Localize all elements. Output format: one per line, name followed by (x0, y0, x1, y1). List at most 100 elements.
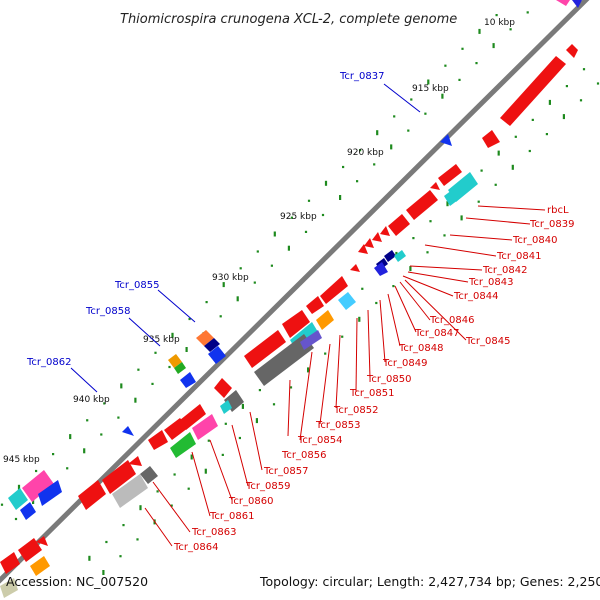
gene-arrow (112, 474, 148, 508)
tick-mark (475, 62, 478, 65)
gene-arrow (36, 536, 48, 546)
tick-mark (102, 570, 105, 575)
gene-label-tcr-0854: Tcr_0854 (297, 435, 342, 446)
leader-line-tcr-0860 (209, 439, 233, 501)
genes-reverse-strand (0, 164, 478, 598)
tick-mark (32, 499, 35, 504)
tick-mark (461, 47, 464, 50)
gene-arrow (556, 0, 570, 6)
kbp-label: 915 kbp (412, 84, 449, 94)
tick-mark (444, 64, 447, 67)
gene-arrow (180, 404, 206, 430)
tick-mark (256, 250, 259, 253)
gene-arrow (300, 330, 322, 350)
tick-mark (52, 453, 55, 456)
leader-line-tcr-0837 (383, 83, 421, 113)
tick-mark (407, 129, 410, 132)
tick-mark (88, 555, 91, 561)
tick-mark (324, 352, 327, 355)
gene-label-tcr-0860: Tcr_0860 (228, 496, 273, 507)
gene-arrow (208, 346, 226, 364)
gene-arrow (254, 334, 314, 386)
tick-mark (86, 419, 89, 422)
gene-label-tcr-0848: Tcr_0848 (398, 343, 443, 354)
tick-mark (446, 201, 449, 207)
tick-mark (562, 114, 565, 120)
tick-mark (393, 115, 396, 118)
tick-mark (221, 453, 224, 456)
gene-label-tcr-0839: Tcr_0839 (529, 219, 574, 230)
accession-text: Accession: NC_007520 (6, 574, 148, 589)
tick-mark (170, 504, 173, 507)
tick-mark (253, 281, 256, 284)
tick-mark (236, 296, 239, 302)
gene-arrow (338, 292, 356, 310)
tick-mark (427, 79, 430, 85)
tick-mark (531, 118, 534, 121)
tick-mark (289, 386, 293, 389)
gene-arrow (500, 56, 566, 126)
tick-mark (204, 468, 207, 474)
leader-line-tcr-0848 (387, 293, 401, 347)
tick-mark (17, 484, 21, 490)
gene-label-tcr-0845: Tcr_0845 (465, 336, 510, 347)
tick-mark (528, 149, 531, 153)
tick-mark (443, 234, 446, 237)
tick-mark (494, 183, 497, 186)
tick-mark (119, 555, 122, 558)
gene-arrow (122, 426, 134, 436)
leader-line-tcr-0856 (287, 379, 291, 437)
tick-mark (321, 213, 325, 217)
leader-line-tcr-0847 (394, 285, 417, 333)
gene-arrow (406, 190, 438, 220)
gene-arrow (168, 354, 182, 368)
tick-mark (105, 540, 108, 544)
tick-mark (358, 316, 361, 322)
gene-arrow (364, 238, 374, 248)
tick-mark (122, 524, 125, 527)
kbp-labels: 10 kbp 915 kbp 920 kbp 925 kbp 930 kbp 9… (3, 18, 515, 465)
kbp-label: 945 kbp (3, 455, 40, 465)
tick-mark (241, 403, 244, 409)
gene-label-tcr-0855: Tcr_0855 (114, 280, 159, 291)
gene-arrow (316, 310, 334, 330)
gene-label-tcr-0863: Tcr_0863 (191, 527, 236, 538)
gene-arrow (174, 362, 186, 374)
genes-forward-strand (8, 0, 582, 520)
tick-mark (356, 180, 359, 183)
gene-label-tcr-0843: Tcr_0843 (468, 277, 513, 288)
gene-arrow (358, 244, 368, 254)
tick-mark (480, 169, 483, 172)
gene-label-tcr-0837: Tcr_0837 (339, 71, 384, 82)
leader-line-tcr-0841 (424, 244, 497, 257)
gene-label-rbcl: rbcL (547, 205, 569, 216)
tick-mark (69, 434, 72, 440)
gene-arrow (196, 330, 214, 346)
gene-arrow (78, 480, 106, 510)
tick-mark (429, 220, 432, 223)
gene-arrow (320, 276, 348, 304)
tick-mark (66, 467, 69, 470)
gene-label-tcr-0850: Tcr_0850 (366, 374, 411, 385)
kbp-label: 925 kbp (280, 212, 317, 222)
tick-mark (511, 164, 514, 170)
leader-line-rbcl (477, 205, 546, 211)
gene-arrow (8, 488, 28, 510)
leader-line-tcr-0844 (402, 275, 454, 297)
tick-mark (579, 99, 583, 102)
tick-mark (224, 422, 227, 425)
tick-mark (341, 335, 344, 338)
gene-arrow (0, 552, 20, 574)
tick-mark (272, 403, 276, 406)
tick-mark (222, 282, 225, 288)
tick-mark (514, 135, 517, 138)
tick-mark (205, 301, 208, 304)
tick-mark (139, 505, 142, 511)
gene-arrow (438, 164, 462, 186)
tick-mark (359, 149, 362, 152)
tick-mark (492, 43, 495, 49)
tick-mark (477, 200, 480, 203)
map-title: Thiomicrospira crunogena XCL-2, complete… (120, 12, 457, 27)
tick-mark (478, 28, 481, 34)
